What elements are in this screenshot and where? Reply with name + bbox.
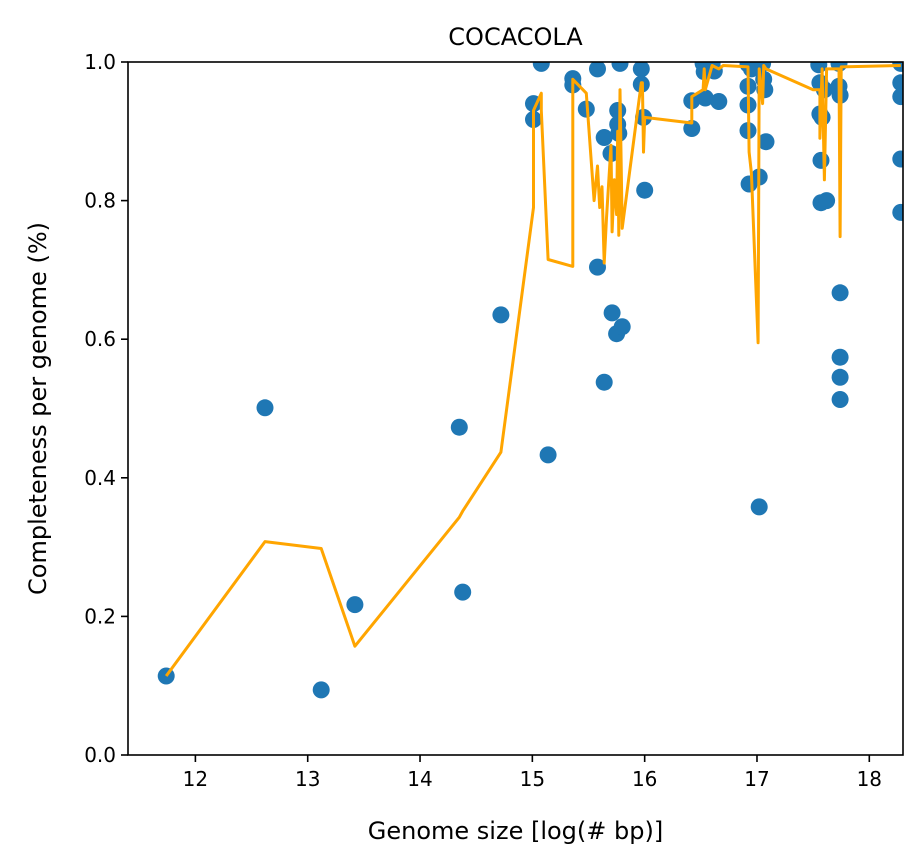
- plot-area: [157, 62, 903, 699]
- x-tick-label: 12: [183, 767, 208, 791]
- x-tick-label: 17: [744, 767, 769, 791]
- y-tick-label: 0.4: [84, 466, 116, 490]
- scatter-point: [589, 62, 606, 78]
- scatter-point: [532, 62, 550, 72]
- scatter-point: [750, 498, 768, 516]
- scatter-point: [632, 62, 650, 78]
- scatter-point: [312, 681, 330, 699]
- scatter-point: [892, 203, 903, 221]
- scatter-point: [492, 306, 510, 324]
- scatter-point: [892, 88, 903, 106]
- scatter-point: [831, 391, 849, 408]
- scatter-point: [636, 181, 654, 199]
- scatter-point: [831, 368, 849, 386]
- scatter-point: [892, 74, 903, 92]
- scatter-point: [589, 258, 606, 276]
- y-tick-label: 0.8: [84, 189, 116, 213]
- x-axis-label: Genome size [log(# bp)]: [368, 817, 663, 845]
- scatter-point: [256, 399, 274, 417]
- scatter-point: [818, 192, 836, 210]
- scatter-point: [539, 446, 557, 464]
- x-tick-label: 15: [520, 767, 545, 791]
- trend-line: [164, 64, 901, 677]
- scatter-point: [595, 373, 613, 391]
- y-tick-label: 0.0: [84, 743, 116, 767]
- scatter-point: [757, 133, 775, 151]
- x-axis: 12 13 14 15 16 17 18: [183, 755, 882, 791]
- scatter-point: [454, 583, 472, 601]
- scatter-point: [595, 129, 613, 146]
- y-tick-label: 0.6: [84, 327, 116, 351]
- plot-frame: [127, 61, 904, 756]
- x-tick-label: 13: [295, 767, 320, 791]
- scatter-point: [696, 89, 714, 107]
- scatter-point: [812, 151, 830, 169]
- scatter-point: [450, 418, 468, 436]
- x-tick-label: 16: [632, 767, 657, 791]
- x-tick-label: 18: [857, 767, 882, 791]
- y-axis-label: Completeness per genome (%): [24, 222, 52, 595]
- chart-title: COCACOLA: [448, 23, 583, 51]
- scatter-point: [710, 93, 728, 110]
- y-axis: 0.0 0.2 0.4 0.6 0.8 1.0: [84, 50, 128, 767]
- scatter-point: [683, 120, 701, 137]
- scatter-point: [831, 284, 849, 302]
- scatter-point: [603, 304, 621, 322]
- scatter-point: [346, 596, 364, 614]
- scatter-point: [613, 318, 631, 336]
- x-tick-label: 14: [407, 767, 432, 791]
- scatter-point: [831, 348, 849, 366]
- y-tick-label: 1.0: [84, 50, 116, 74]
- scatter-point: [892, 150, 903, 168]
- scatter-point: [611, 62, 629, 72]
- scatter-point: [609, 102, 627, 119]
- y-tick-label: 0.2: [84, 604, 116, 628]
